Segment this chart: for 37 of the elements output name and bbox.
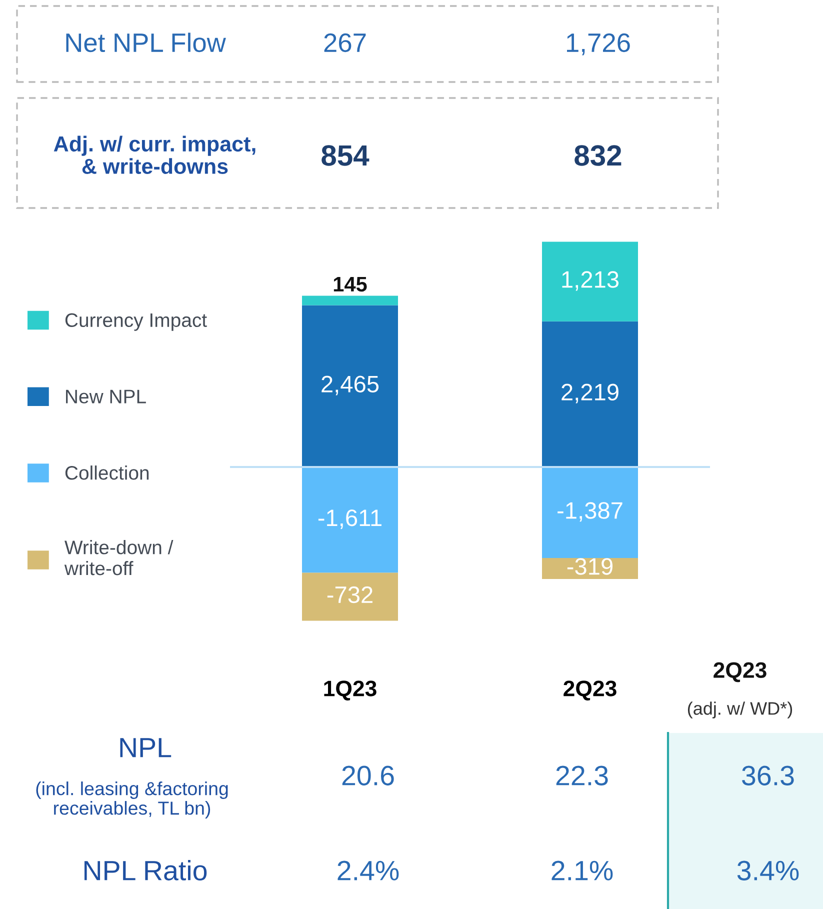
legend-label: Collection	[65, 466, 149, 480]
text: Net NPL Flow	[66, 32, 226, 52]
legend-label: Currency Impact	[65, 313, 207, 331]
text: 20.6	[342, 766, 394, 786]
text: 832	[574, 145, 622, 166]
x-tick-label: 1Q23	[324, 680, 376, 700]
text: (adj. w/ WD*)	[688, 702, 792, 718]
data-label: 145	[334, 277, 367, 292]
bar	[302, 467, 398, 573]
bar	[542, 242, 638, 322]
text: 267	[324, 33, 366, 52]
legend-label: New NPL	[66, 390, 146, 404]
text: 2.1%	[552, 860, 613, 880]
text: 36.3	[742, 766, 794, 786]
bar	[542, 321, 638, 467]
text: 22.3	[556, 766, 608, 786]
data-label: 2,219	[562, 384, 618, 404]
text: 2.4%	[338, 860, 399, 880]
text: 3.4%	[737, 860, 799, 880]
bar	[302, 572, 398, 621]
data-label: 1,213	[562, 271, 619, 291]
bar	[542, 467, 638, 558]
bar	[302, 296, 398, 306]
bar	[302, 305, 398, 467]
text: 1,726	[566, 33, 630, 56]
legend-label: Write-down / write-off	[64, 540, 174, 576]
data-label: -732	[327, 586, 372, 604]
text: 854	[322, 145, 370, 166]
text: NPL Ratio	[84, 860, 207, 880]
data-label: 2,465	[322, 376, 379, 396]
text: Adj. w/ curr. impact, & write-downs	[54, 136, 256, 174]
text: NPL	[120, 738, 172, 758]
text: 2Q23	[714, 662, 766, 682]
data-label: -1,387	[558, 502, 622, 522]
text: (incl. leasing &factoring receivables, TL bn)	[36, 782, 228, 818]
data-label: -1,611	[318, 509, 382, 529]
data-label: -319	[567, 558, 613, 575]
